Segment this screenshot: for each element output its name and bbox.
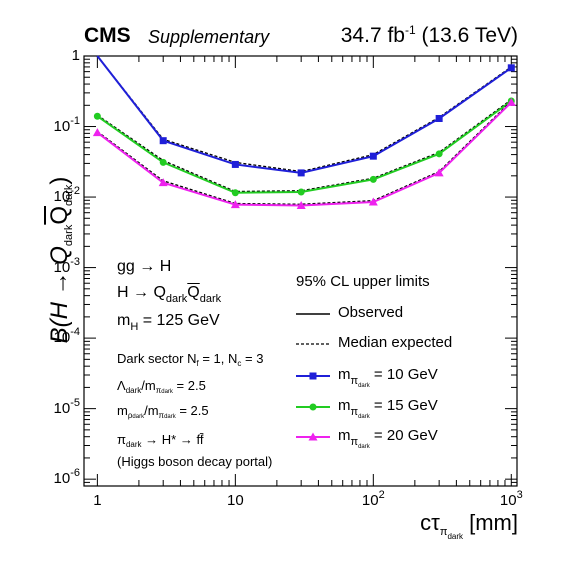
experiment-label: CMS bbox=[84, 24, 131, 47]
portal-note-text: (Higgs boson decay portal) bbox=[117, 454, 273, 469]
y-tick-label: 10-6 bbox=[53, 467, 80, 488]
data-point bbox=[296, 200, 306, 209]
x-tick-label: 103 bbox=[499, 489, 523, 509]
status-label: Supplementary bbox=[148, 27, 270, 47]
data-point bbox=[369, 152, 377, 160]
legend-series-marker bbox=[309, 403, 317, 411]
x-tick-label: 1 bbox=[93, 492, 102, 509]
x-tick-label: 10 bbox=[226, 492, 244, 509]
legend-series-marker bbox=[309, 372, 317, 380]
legend-entry-20: mπdark = 20 GeV bbox=[338, 427, 438, 450]
data-point bbox=[506, 97, 516, 106]
data-point bbox=[230, 200, 240, 209]
legend-entry-15: mπdark = 15 GeV bbox=[338, 397, 438, 420]
data-point bbox=[369, 175, 377, 183]
observed-line bbox=[96, 55, 512, 174]
rho-ratio-text: mρdark/mπdark = 2.5 bbox=[117, 403, 209, 420]
lambda-ratio-text: Λdark/mπdark = 2.5 bbox=[117, 378, 206, 395]
y-tick-label: 1 bbox=[71, 47, 80, 64]
data-point bbox=[159, 158, 167, 166]
decay-text: H → QdarkQdark bbox=[117, 284, 222, 305]
data-point bbox=[368, 197, 378, 206]
lumi-label: 34.7 fb-1 (13.6 TeV) bbox=[340, 23, 518, 47]
legend-series-marker bbox=[308, 432, 318, 441]
data-point bbox=[231, 189, 239, 197]
x-axis-label: cτπdark [mm] bbox=[420, 510, 518, 541]
dark-sector-text: Dark sector Nf = 1, Nc = 3 bbox=[117, 351, 264, 368]
higgs-mass-text: mH = 125 GeV bbox=[117, 312, 220, 333]
data-point bbox=[93, 112, 101, 120]
data-point bbox=[231, 160, 239, 168]
legend-observed-label: Observed bbox=[338, 304, 404, 321]
data-point bbox=[435, 114, 443, 122]
data-point bbox=[92, 128, 102, 137]
y-tick-label: 10-4 bbox=[53, 326, 80, 347]
axis-ticks bbox=[84, 55, 517, 487]
x-tick-label: 102 bbox=[361, 489, 385, 509]
y-tick-label: 10-5 bbox=[53, 396, 80, 417]
data-point bbox=[507, 64, 515, 72]
y-tick-label: 10-1 bbox=[53, 114, 80, 135]
legend-title: 95% CL upper limits bbox=[296, 273, 430, 290]
data-point bbox=[297, 169, 305, 177]
process-text: gg → H bbox=[117, 258, 172, 275]
data-point bbox=[434, 168, 444, 177]
data-point bbox=[159, 137, 167, 145]
y-tick-label: 10-2 bbox=[53, 185, 80, 206]
data-point bbox=[435, 150, 443, 158]
y-tick-label: 10-3 bbox=[53, 255, 80, 276]
data-point bbox=[158, 178, 168, 187]
portal-text: πdark → H* → ff̄ bbox=[117, 432, 204, 449]
legend-entry-10: mπdark = 10 GeV bbox=[338, 366, 438, 389]
legend-expected-label: Median expected bbox=[338, 334, 453, 351]
data-point bbox=[297, 188, 305, 196]
expected-line bbox=[96, 100, 512, 205]
legend-markers bbox=[296, 313, 330, 441]
expected-line bbox=[96, 55, 512, 173]
series-group bbox=[92, 55, 516, 209]
